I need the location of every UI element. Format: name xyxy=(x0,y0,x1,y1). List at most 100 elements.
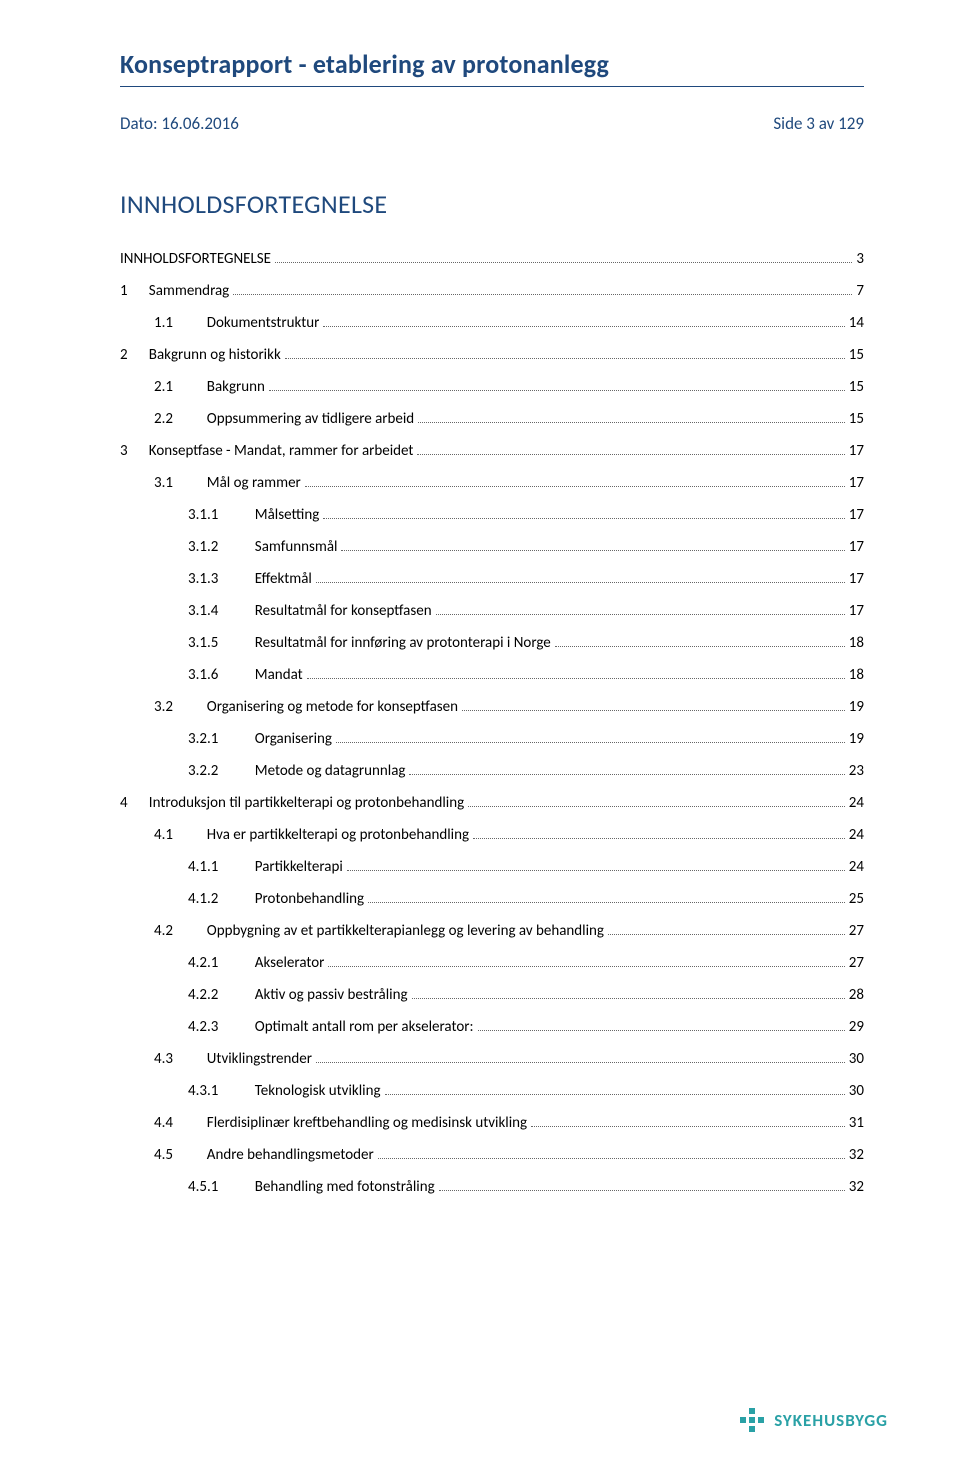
toc-leader xyxy=(328,959,844,967)
toc-entry[interactable]: 4.1.1 Partikkelterapi24 xyxy=(120,858,864,876)
toc-entry[interactable]: 3.1.1 Målsetting17 xyxy=(120,506,864,524)
toc-entry-number: 4.1 xyxy=(154,826,200,844)
toc-entry[interactable]: 3.1.4 Resultatmål for konseptfasen17 xyxy=(120,602,864,620)
footer-logo-text: SYKEHUSBYGG xyxy=(774,1410,888,1431)
toc-entry-text: INNHOLDSFORTEGNELSE xyxy=(120,250,271,268)
toc-entry-label: 2.1 Bakgrunn xyxy=(154,378,265,396)
toc-entry-page: 19 xyxy=(849,698,864,716)
toc-entry-text: Bakgrunn xyxy=(207,378,265,396)
toc-entry[interactable]: 4.5.1 Behandling med fotonstråling 32 xyxy=(120,1178,864,1196)
toc-entry-text: Konseptfase - Mandat, rammer for arbeide… xyxy=(149,442,414,460)
toc-entry[interactable]: 4.2.2 Aktiv og passiv bestråling28 xyxy=(120,986,864,1004)
toc-entry-number: 4.3 xyxy=(154,1050,200,1068)
toc-entry-number: 4.2 xyxy=(154,922,200,940)
toc-entry-page: 23 xyxy=(849,762,864,780)
toc-entry-page: 17 xyxy=(849,442,864,460)
toc-entry-text: Behandling med fotonstråling xyxy=(255,1178,435,1196)
toc-entry-number: 4.2.3 xyxy=(188,1018,248,1036)
toc-entry-text: Dokumentstruktur xyxy=(207,314,320,332)
toc-entry[interactable]: 4.3 Utviklingstrender 30 xyxy=(120,1050,864,1068)
toc-leader xyxy=(531,1119,845,1127)
toc-entry[interactable]: 4.3.1 Teknologisk utvikling30 xyxy=(120,1082,864,1100)
toc-entry-page: 17 xyxy=(849,474,864,492)
toc-leader xyxy=(439,1183,845,1191)
toc-entry[interactable]: 3.2.2 Metode og datagrunnlag23 xyxy=(120,762,864,780)
toc-entry-text: Mål og rammer xyxy=(207,474,301,492)
toc-entry[interactable]: 2.2 Oppsummering av tidligere arbeid 15 xyxy=(120,410,864,428)
toc-leader xyxy=(275,255,852,263)
toc-entry-page: 27 xyxy=(849,922,864,940)
toc-entry[interactable]: 3.1.2 Samfunnsmål17 xyxy=(120,538,864,556)
toc-entry[interactable]: 4.1 Hva er partikkelterapi og protonbeha… xyxy=(120,826,864,844)
toc-entry-label: 4.4 Flerdisiplinær kreftbehandling og me… xyxy=(154,1114,527,1132)
toc-entry[interactable]: 3.1 Mål og rammer 17 xyxy=(120,474,864,492)
toc-entry-number: 4.5.1 xyxy=(188,1178,248,1196)
toc-entry[interactable]: 4.2.1 Akselerator27 xyxy=(120,954,864,972)
document-page: Konseptrapport - etablering av protonanl… xyxy=(0,0,960,1478)
toc-entry-text: Optimalt antall rom per akselerator: xyxy=(255,1018,474,1036)
toc-entry[interactable]: INNHOLDSFORTEGNELSE3 xyxy=(120,250,864,268)
toc-entry-text: Andre behandlingsmetoder xyxy=(207,1146,374,1164)
toc-leader xyxy=(233,287,852,295)
toc-entry-number: 2.1 xyxy=(154,378,200,396)
toc-entry-page: 14 xyxy=(849,314,864,332)
toc-entry-number: 4.2.2 xyxy=(188,986,248,1004)
toc-entry[interactable]: 3.1.6 Mandat18 xyxy=(120,666,864,684)
toc-entry-number: 4.1.1 xyxy=(188,858,248,876)
toc-entry-page: 17 xyxy=(849,570,864,588)
toc-entry[interactable]: 2 Bakgrunn og historikk15 xyxy=(120,346,864,364)
toc-entry[interactable]: 3.1.3 Effektmål 17 xyxy=(120,570,864,588)
toc-entry-page: 27 xyxy=(849,954,864,972)
toc-entry[interactable]: 2.1 Bakgrunn15 xyxy=(120,378,864,396)
toc-entry-number: 3.2.2 xyxy=(188,762,248,780)
toc-entry[interactable]: 3.1.5 Resultatmål for innføring av proto… xyxy=(120,634,864,652)
toc-entry-number: 3.1.2 xyxy=(188,538,248,556)
toc-entry-page: 28 xyxy=(849,986,864,1004)
toc-leader xyxy=(316,575,845,583)
toc-entry-text: Resultatmål for konseptfasen xyxy=(255,602,432,620)
toc-entry-text: Akselerator xyxy=(255,954,325,972)
toc-entry[interactable]: 4 Introduksjon til partikkelterapi og pr… xyxy=(120,794,864,812)
toc-leader xyxy=(385,1087,845,1095)
toc-entry-number: 4.5 xyxy=(154,1146,200,1164)
toc-entry-number: 2.2 xyxy=(154,410,200,428)
toc-entry[interactable]: 1.1 Dokumentstruktur 14 xyxy=(120,314,864,332)
toc-entry-text: Protonbehandling xyxy=(255,890,364,908)
toc-entry[interactable]: 3 Konseptfase - Mandat, rammer for arbei… xyxy=(120,442,864,460)
toc-entry-number: 4.1.2 xyxy=(188,890,248,908)
toc-entry[interactable]: 3.2.1 Organisering19 xyxy=(120,730,864,748)
toc-entry[interactable]: 4.2 Oppbygning av et partikkelterapianle… xyxy=(120,922,864,940)
toc-entry-label: 4.3 Utviklingstrender xyxy=(154,1050,312,1068)
toc-entry-page: 32 xyxy=(849,1178,864,1196)
toc-entry-number: 4.3.1 xyxy=(188,1082,248,1100)
toc-entry[interactable]: 4.5 Andre behandlingsmetoder32 xyxy=(120,1146,864,1164)
toc-entry-text: Bakgrunn og historikk xyxy=(149,346,281,364)
toc-entry-number: 3.1.3 xyxy=(188,570,248,588)
toc-entry[interactable]: 4.4 Flerdisiplinær kreftbehandling og me… xyxy=(120,1114,864,1132)
toc-entry-page: 18 xyxy=(849,634,864,652)
toc-entry-label: 1.1 Dokumentstruktur xyxy=(154,314,319,332)
toc-entry-label: 2.2 Oppsummering av tidligere arbeid xyxy=(154,410,414,428)
toc-leader xyxy=(285,351,845,359)
toc-entry[interactable]: 4.2.3 Optimalt antall rom per akselerato… xyxy=(120,1018,864,1036)
toc-entry-page: 30 xyxy=(849,1050,864,1068)
toc-leader xyxy=(418,415,845,423)
toc-entry-label: 3.1 Mål og rammer xyxy=(154,474,301,492)
toc-entry-label: 3.1.3 Effektmål xyxy=(188,570,312,588)
toc-entry[interactable]: 3.2 Organisering og metode for konseptfa… xyxy=(120,698,864,716)
toc-entry-number: 3.1 xyxy=(154,474,200,492)
toc-entry-number: 4 xyxy=(120,794,142,812)
toc-entry-number: 3.2 xyxy=(154,698,200,716)
toc-entry-number: 1.1 xyxy=(154,314,200,332)
page-indicator: Side 3 av 129 xyxy=(773,113,864,134)
toc-entry-label: 4.2 Oppbygning av et partikkelterapianle… xyxy=(154,922,604,940)
toc-entry[interactable]: 4.1.2 Protonbehandling25 xyxy=(120,890,864,908)
toc-leader xyxy=(555,639,845,647)
toc-entry-label: 4.5 Andre behandlingsmetoder xyxy=(154,1146,374,1164)
toc-entry-page: 19 xyxy=(849,730,864,748)
toc-entry-page: 15 xyxy=(849,410,864,428)
toc-entry[interactable]: 1 Sammendrag7 xyxy=(120,282,864,300)
toc-entry-page: 29 xyxy=(849,1018,864,1036)
toc-entry-page: 17 xyxy=(849,538,864,556)
toc-entry-label: 3.1.4 Resultatmål for konseptfasen xyxy=(188,602,432,620)
